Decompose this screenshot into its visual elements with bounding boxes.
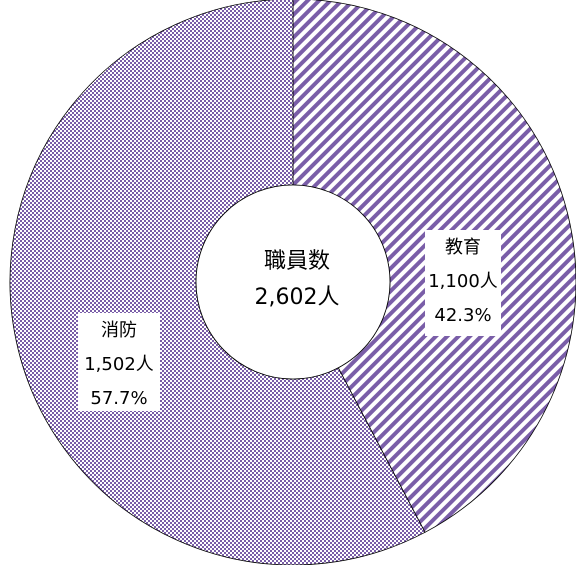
label-box bbox=[78, 313, 160, 411]
percent-label: 42.3% bbox=[434, 305, 491, 326]
value-label: 1,502人 bbox=[84, 354, 154, 375]
center-total: 2,602人 bbox=[255, 285, 340, 310]
percent-label: 57.7% bbox=[90, 388, 147, 409]
category-label: 教育 bbox=[445, 237, 481, 258]
value-label: 1,100人 bbox=[428, 271, 498, 292]
donut-hole bbox=[195, 184, 391, 380]
category-label: 消防 bbox=[101, 320, 137, 341]
center-label: 職員数 bbox=[264, 249, 330, 274]
label-box bbox=[425, 230, 501, 336]
